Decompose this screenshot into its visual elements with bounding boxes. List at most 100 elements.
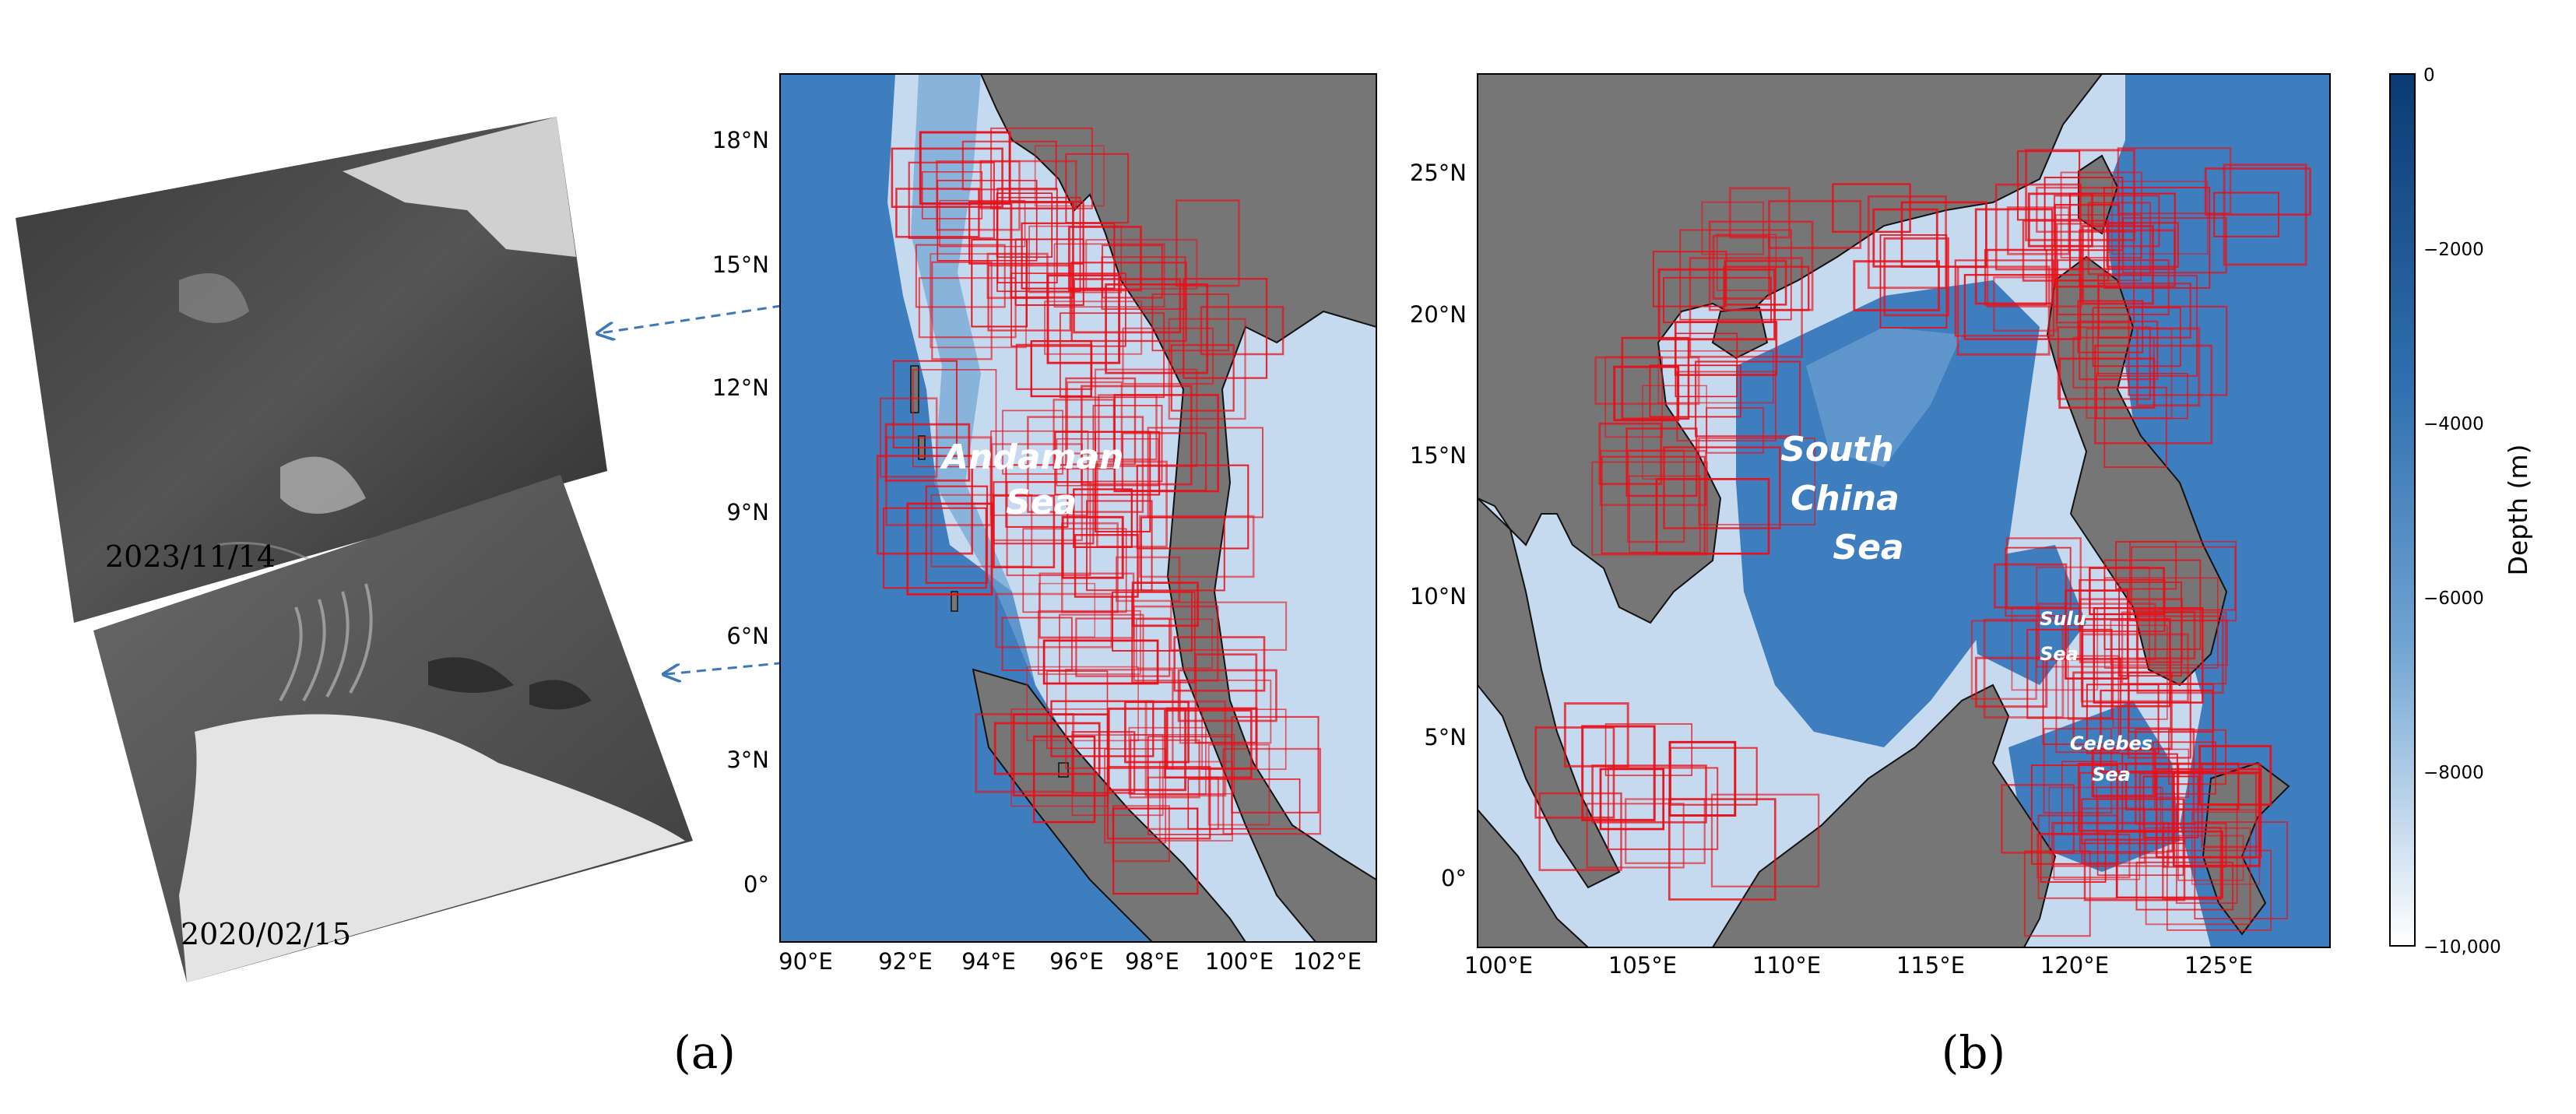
- sar-image-stack: 2023/11/14 2020/02/15: [16, 117, 693, 982]
- coverage-box: [2135, 728, 2195, 825]
- coverage-box: [885, 436, 993, 527]
- coverage-box: [2081, 225, 2154, 305]
- coverage-box: [1136, 464, 1249, 550]
- coverage-box: [2121, 753, 2178, 833]
- coverage-box: [2117, 147, 2232, 215]
- coverage-box: [2103, 187, 2211, 289]
- coverage-box: [1147, 427, 1263, 518]
- coverage-box: [1712, 234, 1771, 300]
- panel-label-a: (a): [673, 1026, 736, 1079]
- coverage-box: [1604, 723, 1693, 776]
- coverage-box: [892, 360, 958, 449]
- coverage-box: [2026, 628, 2113, 719]
- coverage-box: [1096, 460, 1169, 548]
- coverage-box: [1679, 229, 1792, 321]
- x-tick-a: 102°E: [1293, 948, 1362, 975]
- colorbar-tick: −4000: [2423, 414, 2484, 434]
- coverage-box: [1128, 726, 1207, 795]
- coverage-box: [1534, 726, 1615, 819]
- coverage-box: [1064, 669, 1174, 769]
- coverage-box: [1695, 360, 1801, 438]
- coverage-box: [1054, 430, 1161, 496]
- colorbar-tick: −2000: [2423, 240, 2484, 260]
- coverage-box: [1060, 312, 1165, 399]
- y-tick-a: 3°N: [726, 747, 769, 773]
- coverage-box: [1106, 765, 1211, 840]
- sar-image-2020: [93, 475, 693, 982]
- coverage-box: [2152, 741, 2216, 795]
- coverage-box: [1652, 251, 1727, 307]
- coverage-box: [906, 502, 993, 596]
- coverage-box: [1706, 406, 1765, 454]
- map-andaman: Andaman Sea 90°E 92°E 94°E 96°E 98°E 100…: [712, 73, 1377, 975]
- coverage-box: [1649, 364, 1741, 418]
- sea-label-celebes-1: Celebes: [2070, 733, 2153, 754]
- coverage-box: [1073, 278, 1182, 334]
- deep-basin-b: [1736, 280, 2040, 747]
- coverage-box: [1900, 201, 1987, 268]
- y-tick-b: 25°N: [1410, 160, 1467, 186]
- axis-a: 90°E 92°E 94°E 96°E 98°E 100°E 102°E 18°…: [712, 127, 1362, 975]
- coverage-box: [1032, 735, 1096, 824]
- sar-date-bottom: 2020/02/15: [181, 917, 351, 951]
- coverage-box: [1170, 601, 1288, 651]
- y-tick-a: 9°N: [726, 499, 769, 525]
- coverage-box: [2097, 275, 2198, 377]
- coverage-box: [2122, 216, 2227, 274]
- coverage-box: [1207, 743, 1270, 826]
- coverage-box: [937, 180, 1038, 262]
- coverage-box: [1070, 262, 1187, 343]
- coverage-box: [990, 127, 1093, 209]
- coverage-box: [876, 455, 974, 555]
- coverage-box: [993, 722, 1101, 775]
- coverage-box: [1591, 461, 1708, 556]
- coverage-box: [919, 131, 1011, 205]
- sea-label-andaman-1: Andaman: [940, 438, 1123, 477]
- coverage-box: [2168, 729, 2227, 785]
- coverage-box: [1668, 798, 1776, 901]
- coverage-box: [1954, 259, 2055, 337]
- coverage-box: [2079, 771, 2174, 853]
- coverage-box: [2103, 386, 2167, 469]
- coverage-box: [1621, 336, 1690, 420]
- coverage-box: [1594, 356, 1700, 406]
- coverage-box: [2106, 222, 2180, 268]
- coverage-box: [1222, 747, 1322, 835]
- coverage-box: [1768, 199, 1862, 249]
- coverage-box: [2055, 655, 2120, 754]
- coverage-box: [2129, 540, 2237, 622]
- coverage-box: [1053, 399, 1116, 470]
- x-tick-a: 98°E: [1125, 948, 1179, 975]
- x-tick-a: 94°E: [961, 948, 1016, 975]
- coverage-box: [1037, 610, 1141, 675]
- coverage-box: [2103, 577, 2219, 669]
- coverage-box: [1173, 636, 1266, 692]
- coverage-box: [1059, 613, 1144, 684]
- coverage-box: [883, 507, 987, 589]
- coverage-box: [1092, 405, 1163, 483]
- coverage-box: [1168, 318, 1246, 420]
- coverage-box: [2081, 807, 2145, 864]
- coverage-box: [2037, 603, 2156, 661]
- sea-label-andaman-2: Sea: [1006, 483, 1077, 522]
- coverage-box: [2023, 850, 2091, 937]
- colorbar-gradient: [2389, 73, 2416, 947]
- coverage-box: [1170, 344, 1235, 412]
- coverage-box: [1689, 257, 1803, 358]
- sar-date-top: 2023/11/14: [105, 539, 276, 574]
- coverage-box: [1657, 350, 1774, 404]
- coverage-box: [1122, 327, 1214, 385]
- coverage-box: [1657, 268, 1776, 341]
- coverage-box: [1026, 666, 1139, 742]
- y-tick-b: 0°: [1441, 865, 1467, 891]
- coverage-box: [1151, 293, 1229, 352]
- coverage-box: [915, 244, 1006, 308]
- coverage-box: [2051, 821, 2170, 867]
- coverage-box: [2089, 567, 2165, 616]
- coverage-box: [921, 171, 983, 220]
- coverage-box: [1883, 237, 1949, 317]
- y-tick-b: 15°N: [1410, 442, 1467, 469]
- coverage-box: [931, 261, 993, 360]
- coverage-box: [1074, 534, 1139, 598]
- x-tick-b: 105°E: [1608, 952, 1677, 979]
